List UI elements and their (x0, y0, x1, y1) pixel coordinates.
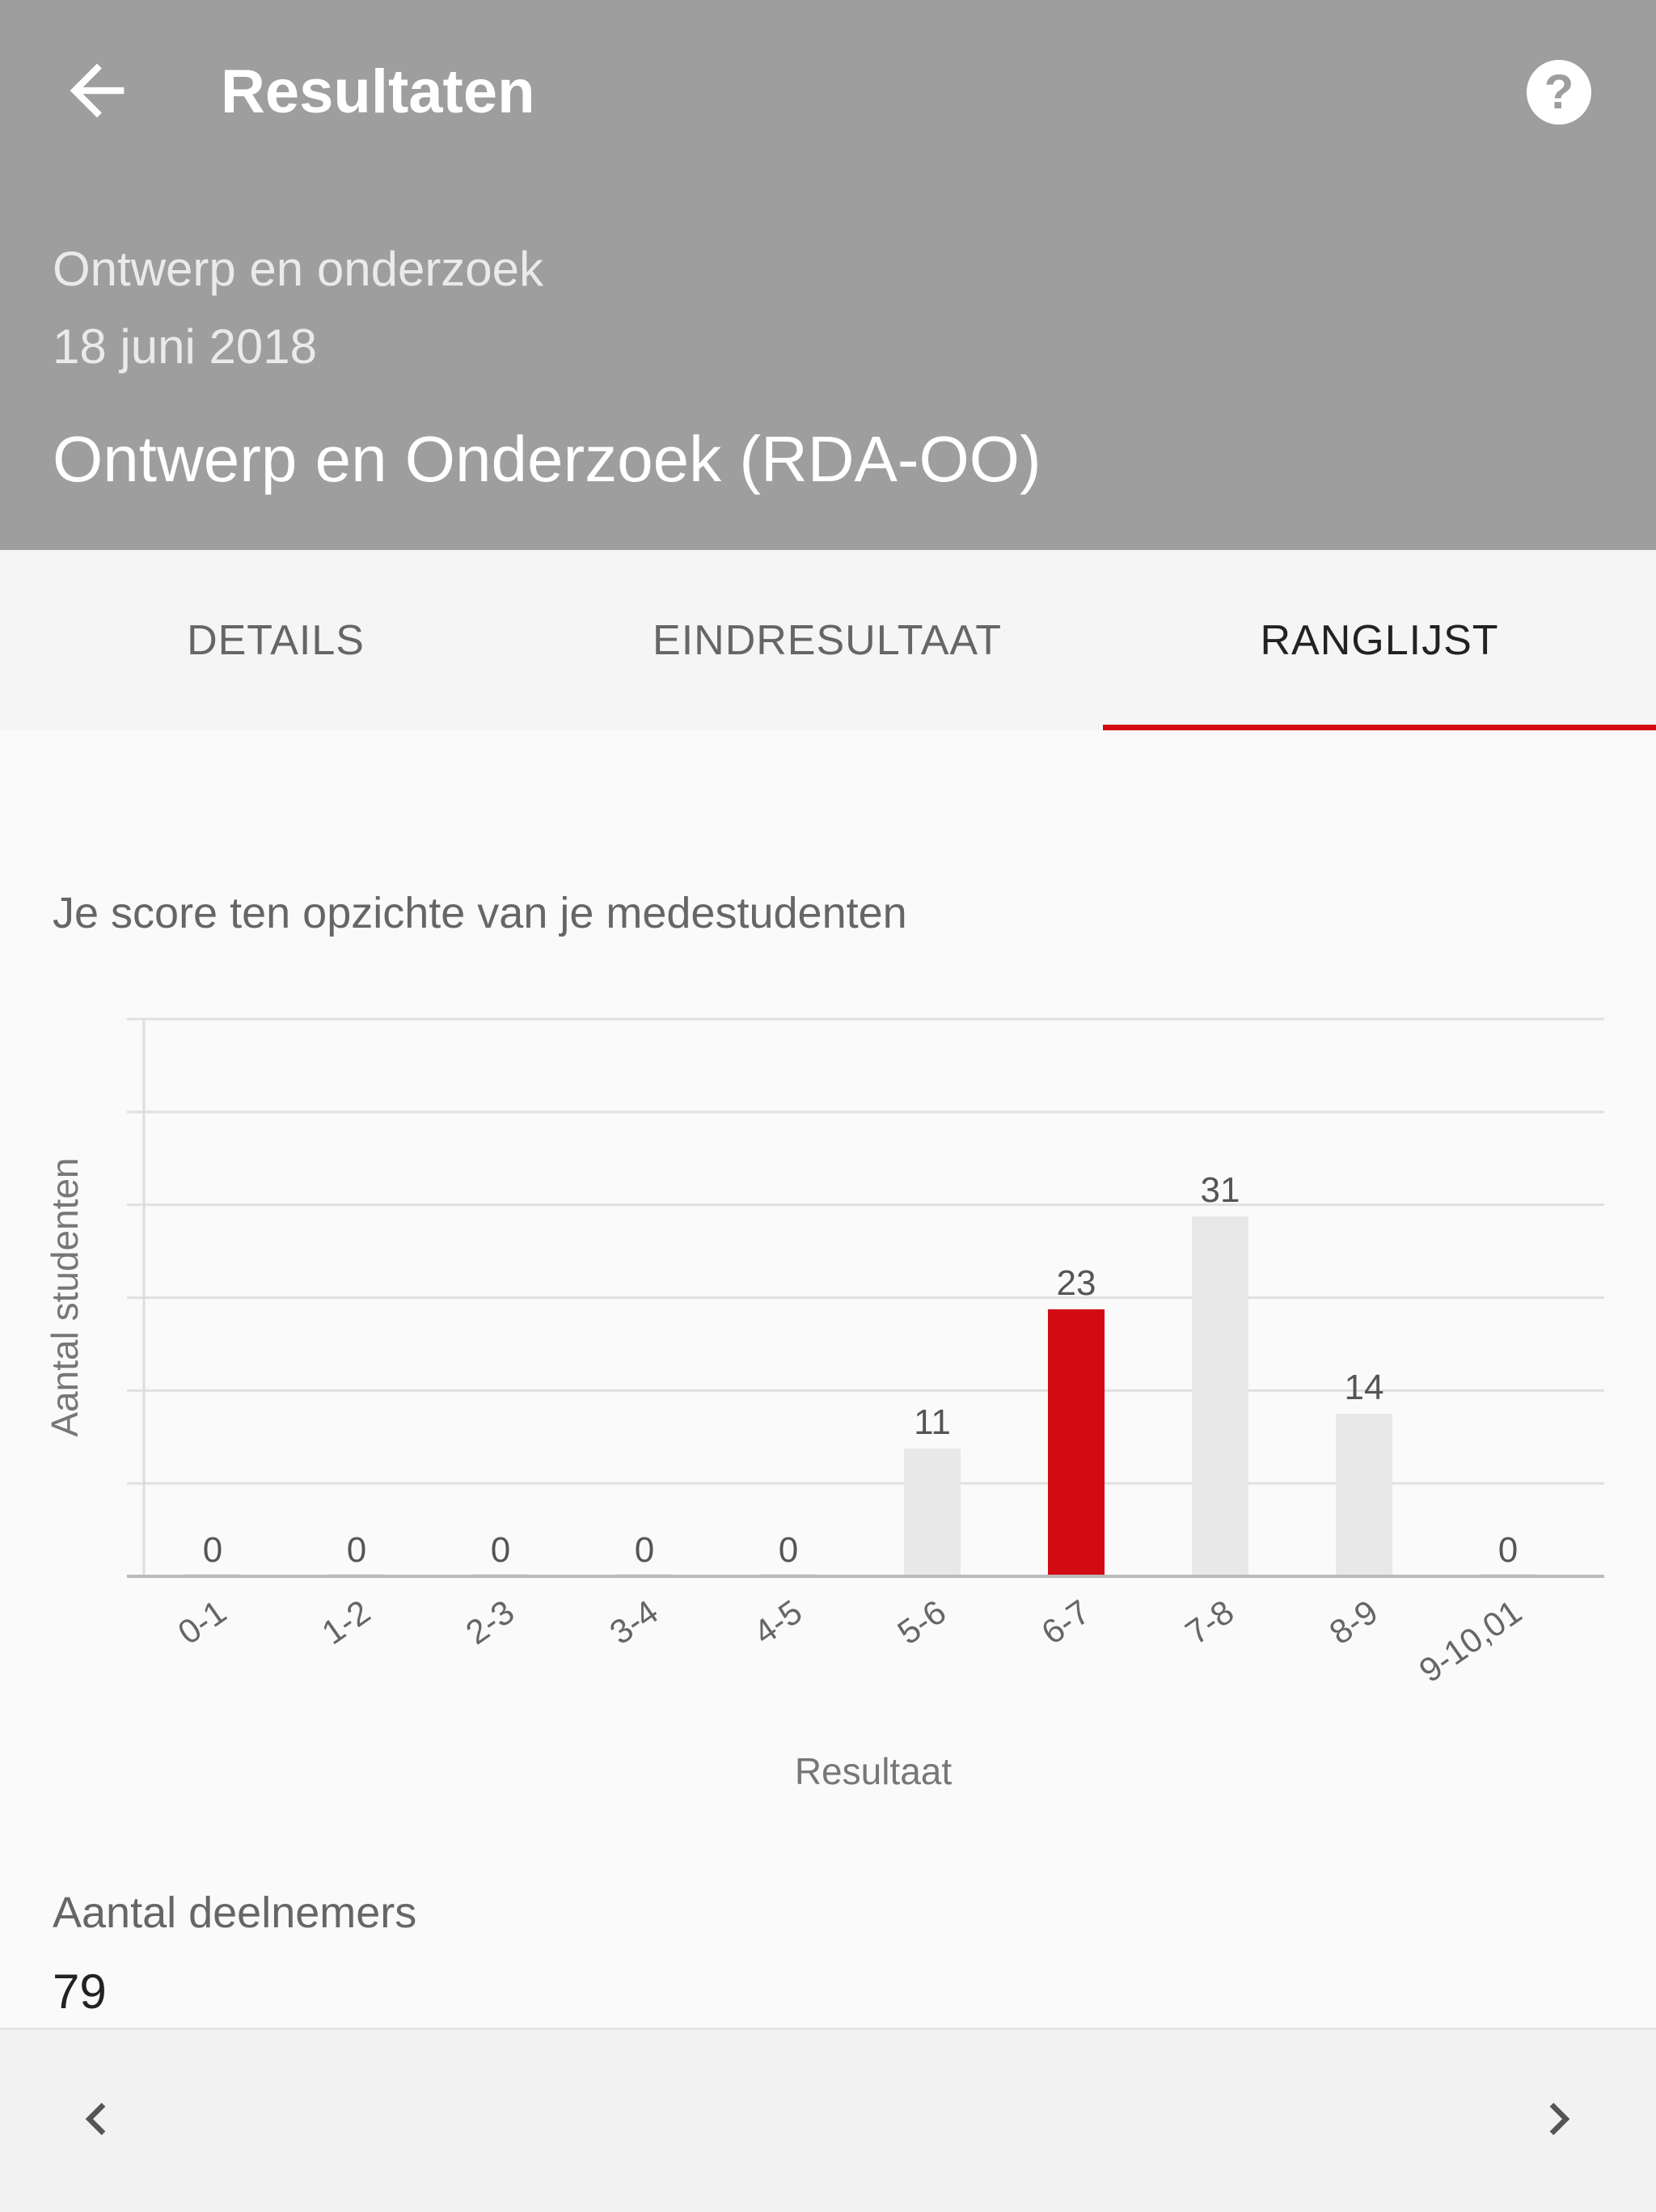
bar-value-label: 0 (635, 1530, 654, 1570)
back-button[interactable] (57, 50, 137, 131)
y-axis-label: Aantal studenten (44, 1157, 86, 1436)
bar (1192, 1216, 1248, 1576)
page-title: Resultaten (221, 57, 535, 126)
active-tab-indicator (1103, 725, 1656, 730)
section-title: Je score ten opzichte van je medestudent… (53, 889, 907, 937)
chevron-left-icon (85, 2103, 106, 2135)
x-tick-label: 9-10,01 (1413, 1592, 1529, 1690)
participants-value: 79 (53, 1965, 107, 2019)
help-circle-icon: ? (1527, 60, 1591, 125)
x-tick-label: 1-2 (315, 1592, 377, 1652)
bar-own-score (1048, 1309, 1105, 1576)
x-axis-label: Resultaat (795, 1750, 953, 1792)
x-tick-label: 7-8 (1178, 1592, 1240, 1652)
bar-value-label: 0 (347, 1530, 366, 1570)
chevron-right-icon (1549, 2103, 1570, 2135)
arrow-left-icon (70, 63, 125, 118)
next-button[interactable] (1527, 2087, 1591, 2151)
header: Resultaten ? Ontwerp en onderzoek 18 jun… (0, 0, 1656, 550)
x-tick-label: 6-7 (1034, 1592, 1096, 1652)
tab-eindresultaat[interactable]: EINDRESULTAAT (653, 616, 1002, 664)
bar-value-label: 0 (203, 1530, 222, 1570)
x-tick-label: 3-4 (602, 1592, 665, 1652)
bar (1336, 1414, 1392, 1576)
tab-bar: DETAILS EINDRESULTAAT RANGLIJST (0, 550, 1656, 730)
tab-ranglijst[interactable]: RANGLIJST (1260, 616, 1499, 664)
x-tick-label: 2-3 (458, 1592, 521, 1652)
x-tick-label: 8-9 (1322, 1592, 1384, 1652)
bar-value-label: 0 (1498, 1530, 1518, 1570)
bar (904, 1449, 961, 1576)
bar-value-label: 0 (491, 1530, 510, 1570)
bottom-navigation (0, 2028, 1656, 2212)
course-subtitle: Ontwerp en onderzoek (53, 242, 544, 296)
bar-value-label: 11 (914, 1402, 951, 1442)
bar-value-label: 14 (1345, 1368, 1384, 1407)
svg-text:?: ? (1544, 65, 1574, 119)
bar-value-label: 23 (1057, 1263, 1096, 1303)
bar-value-label: 31 (1201, 1170, 1240, 1210)
histogram-chart: 0 0-1 0 1-2 0 2-3 0 3-4 0 4-5 11 5-6 23 6-7 31 7-8 14 8-9… (44, 1017, 1604, 1792)
help-button[interactable]: ? (1520, 53, 1598, 131)
course-title: Ontwerp en Onderzoek (RDA-OO) (53, 423, 1041, 495)
x-tick-label: 0-1 (171, 1592, 233, 1652)
bar-value-label: 0 (779, 1530, 798, 1570)
tab-details[interactable]: DETAILS (187, 616, 365, 664)
x-tick-label: 4-5 (746, 1592, 809, 1652)
exam-date: 18 juni 2018 (53, 319, 317, 374)
previous-button[interactable] (64, 2087, 129, 2151)
x-tick-label: 5-6 (890, 1592, 953, 1652)
participants-label: Aantal deelnemers (53, 1888, 417, 1937)
